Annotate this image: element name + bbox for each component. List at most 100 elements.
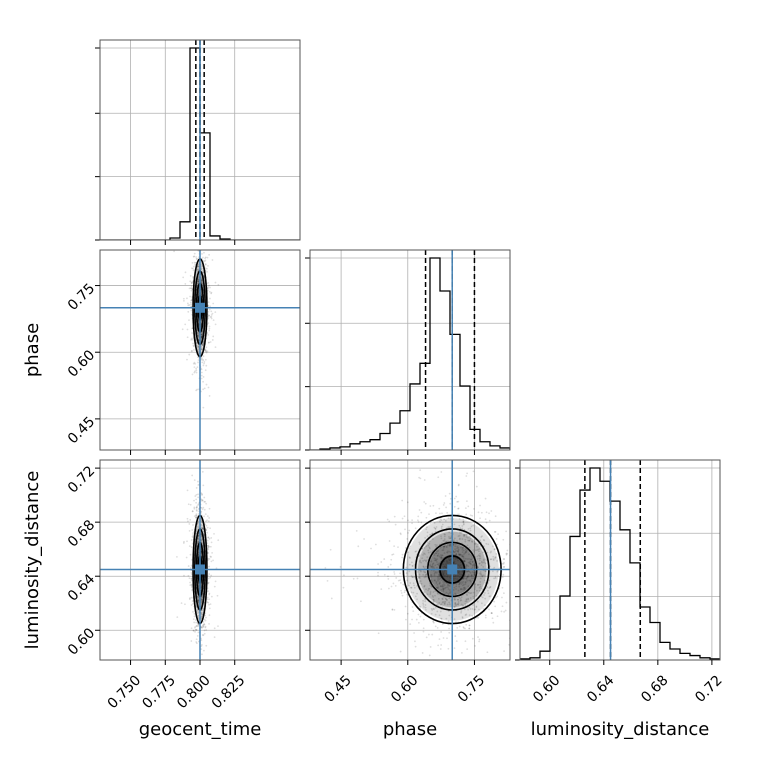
sample-point (463, 535, 465, 538)
sample-point (445, 545, 448, 548)
sample-point (208, 284, 210, 287)
sample-point (436, 610, 439, 613)
sample-point (416, 519, 419, 522)
panel-frame (519, 459, 721, 661)
sample-point (196, 526, 199, 528)
sample-point (454, 574, 457, 577)
panel-phase-geocent_time (99, 249, 301, 451)
sample-point (423, 479, 426, 481)
sample-point (200, 617, 203, 620)
sample-point (190, 309, 193, 312)
sample-point (468, 579, 470, 582)
sample-point (356, 577, 359, 580)
sample-point (464, 507, 467, 510)
sample-point (410, 575, 413, 577)
sample-point (446, 599, 448, 601)
sample-point (469, 592, 472, 595)
sample-point (411, 618, 413, 621)
sample-point (342, 586, 345, 589)
sample-point (458, 573, 461, 576)
sample-point (441, 623, 444, 626)
sample-point (194, 619, 197, 622)
sample-point (190, 539, 193, 541)
sample-point (465, 475, 468, 477)
sample-point (207, 386, 210, 389)
sample-point (481, 661, 483, 663)
sample-point (431, 538, 434, 540)
sample-point (461, 578, 464, 581)
sample-point (413, 586, 416, 589)
sample-point (208, 290, 211, 293)
sample-point (448, 601, 451, 604)
sample-point (191, 586, 193, 589)
sample-point (435, 586, 438, 589)
sample-point (453, 618, 456, 621)
sample-point (193, 615, 196, 618)
sample-point (188, 523, 191, 525)
sample-point (423, 552, 425, 555)
sample-point (195, 369, 198, 372)
sample-point (462, 520, 465, 523)
sample-point (204, 349, 207, 352)
sample-point (190, 305, 193, 308)
sample-point (424, 571, 426, 573)
sample-point (458, 585, 461, 588)
sample-point (428, 542, 431, 545)
sample-point (439, 384, 441, 386)
sample-point (448, 492, 451, 495)
sample-point (437, 575, 439, 578)
sample-point (377, 563, 380, 565)
sample-point (197, 280, 200, 283)
sample-point (426, 535, 429, 538)
x-tick-label: 0.72 (692, 672, 725, 705)
sample-point (435, 571, 438, 574)
sample-point (466, 575, 469, 578)
sample-point (200, 333, 203, 336)
sample-point (445, 563, 448, 565)
sample-point (191, 280, 194, 283)
sample-point (200, 644, 203, 646)
sample-point (196, 612, 199, 614)
sample-point (437, 563, 440, 566)
sample-point (467, 505, 470, 508)
sample-point (465, 563, 468, 566)
sample-point (435, 559, 438, 562)
sample-point (447, 550, 449, 553)
sample-point (194, 625, 197, 628)
sample-point (455, 554, 458, 556)
sample-point (484, 497, 487, 500)
sample-point (432, 601, 435, 604)
sample-point (441, 554, 443, 557)
sample-point (407, 584, 410, 587)
sample-point (442, 585, 445, 588)
sample-point (453, 497, 456, 500)
sample-point (468, 606, 471, 609)
sample-point (195, 493, 198, 496)
sample-point (447, 562, 449, 564)
sample-point (211, 259, 214, 261)
sample-point (438, 578, 441, 581)
sample-point (503, 558, 506, 560)
sample-point (193, 506, 196, 509)
sample-point (473, 572, 476, 575)
sample-point (444, 533, 446, 536)
sample-point (207, 577, 210, 580)
sample-point (437, 597, 440, 600)
sample-point (463, 588, 466, 591)
sample-point (201, 527, 204, 530)
sample-point (449, 591, 452, 593)
sample-point (397, 579, 400, 582)
sample-point (481, 596, 484, 599)
sample-point (468, 546, 471, 549)
sample-point (207, 520, 210, 522)
sample-point (448, 631, 451, 634)
sample-point (457, 553, 460, 556)
sample-point (204, 267, 207, 270)
sample-point (190, 350, 193, 353)
sample-point (428, 563, 431, 566)
sample-point (210, 537, 213, 539)
sample-point (442, 588, 445, 591)
sample-point (190, 299, 193, 302)
sample-point (409, 557, 411, 559)
sample-point (189, 301, 192, 304)
